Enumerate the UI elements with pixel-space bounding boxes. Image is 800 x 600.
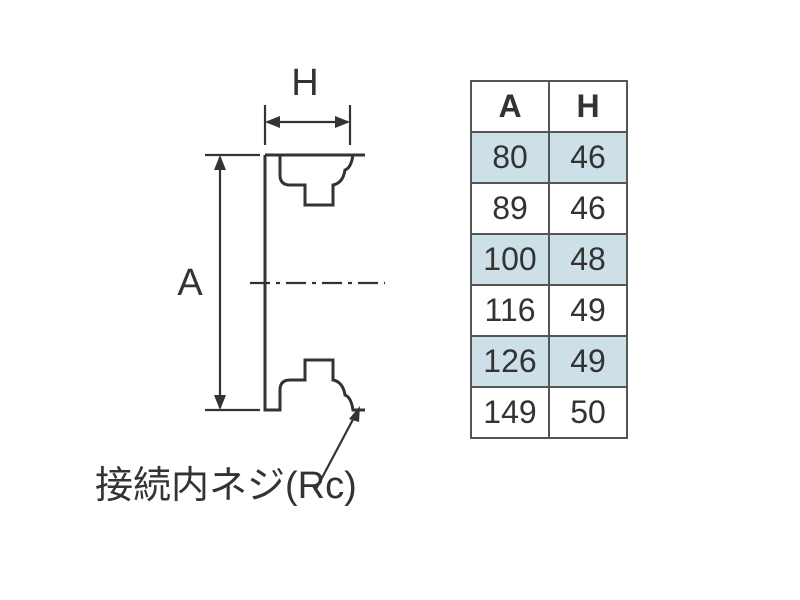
- table-row: 89 46: [471, 183, 627, 234]
- dimension-table-area: A H 80 46 89 46 100 48 116: [470, 80, 628, 439]
- technical-diagram: H A: [75, 60, 455, 520]
- cell-a: 100: [471, 234, 549, 285]
- h-arrow-left: [265, 116, 280, 128]
- cell-h: 46: [549, 183, 627, 234]
- cell-a: 89: [471, 183, 549, 234]
- a-arrow-bottom: [214, 395, 226, 410]
- dim-a-label: A: [177, 262, 203, 304]
- col-header-a: A: [471, 81, 549, 132]
- h-arrow-right: [335, 116, 350, 128]
- col-header-h: H: [549, 81, 627, 132]
- content-area: H A: [75, 60, 725, 520]
- table-row: 100 48: [471, 234, 627, 285]
- a-arrow-top: [214, 155, 226, 170]
- table-row: 149 50: [471, 387, 627, 438]
- cell-a: 126: [471, 336, 549, 387]
- cell-a: 80: [471, 132, 549, 183]
- cell-h: 50: [549, 387, 627, 438]
- table-row: 126 49: [471, 336, 627, 387]
- cell-a: 149: [471, 387, 549, 438]
- diagram-svg: H A: [75, 60, 455, 530]
- cell-h: 49: [549, 285, 627, 336]
- dimension-table: A H 80 46 89 46 100 48 116: [470, 80, 628, 439]
- table-header-row: A H: [471, 81, 627, 132]
- cell-h: 46: [549, 132, 627, 183]
- thread-note-label: 接続内ネジ(Rc): [95, 465, 357, 507]
- cell-h: 49: [549, 336, 627, 387]
- cell-h: 48: [549, 234, 627, 285]
- cell-a: 116: [471, 285, 549, 336]
- table-row: 80 46: [471, 132, 627, 183]
- dim-h-label: H: [291, 62, 318, 104]
- note-leader-arrow: [349, 406, 360, 422]
- table-row: 116 49: [471, 285, 627, 336]
